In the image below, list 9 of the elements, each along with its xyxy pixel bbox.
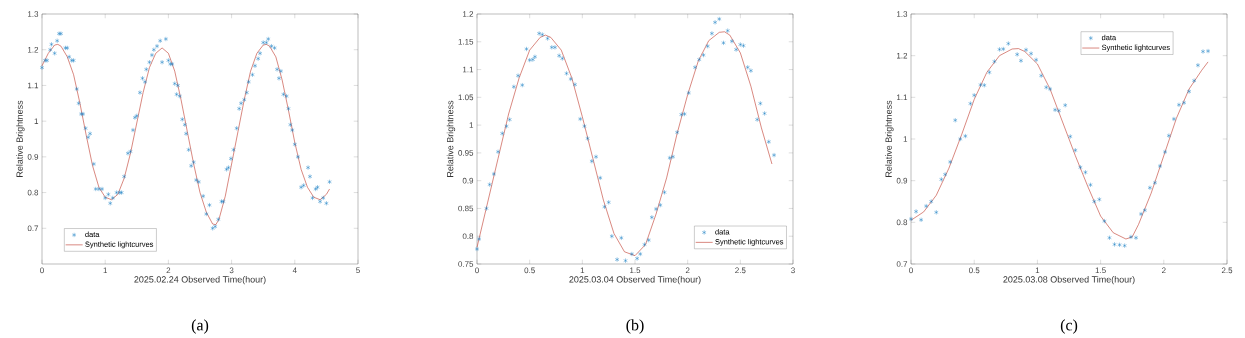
text: (b): [626, 319, 644, 334]
y-axis-title: Relative Brightness: [885, 100, 894, 177]
x-axis-title: 2025.03.04 Observed Time(hour): [569, 276, 701, 285]
x-axis-title: 2025.02.24 Observed Time(hour): [134, 276, 266, 285]
y-axis-title: Relative Brightness: [446, 100, 456, 177]
x-axis-title: 2025.03.08 Observed Time(hour): [1003, 276, 1135, 285]
text: (c): [1060, 319, 1078, 334]
text: (a): [191, 319, 209, 334]
y-axis-title: Relative Brightness: [16, 100, 25, 177]
